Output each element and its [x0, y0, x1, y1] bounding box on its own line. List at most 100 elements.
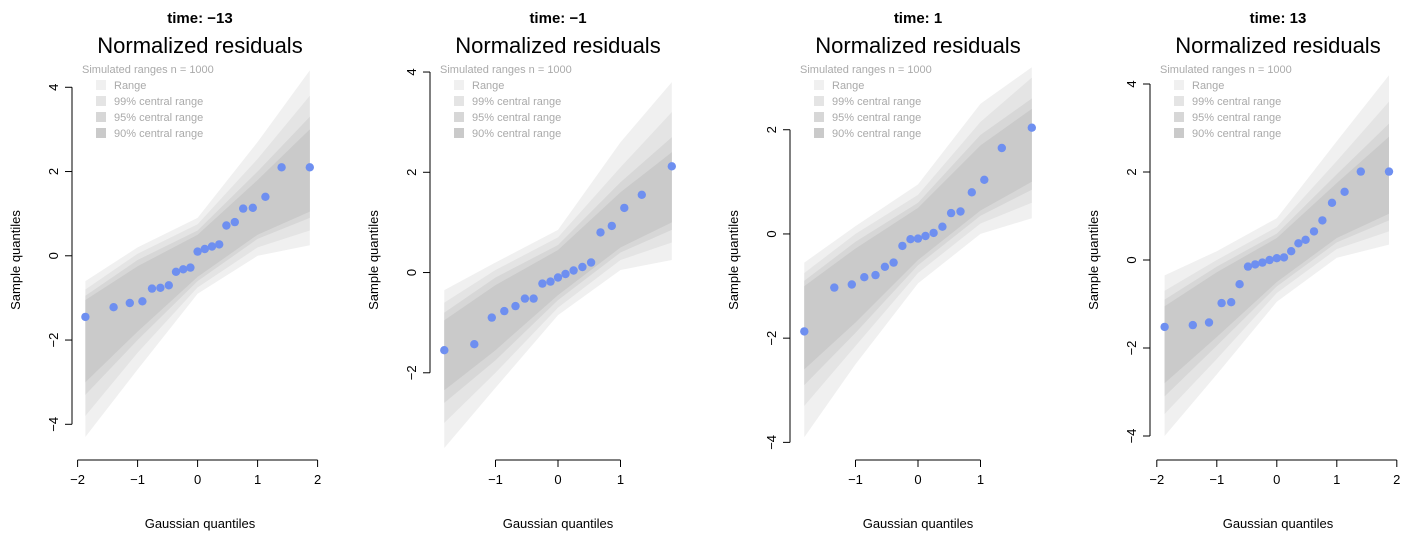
panel-1-data-point: [81, 312, 90, 322]
panel-4-data-point: [1251, 260, 1260, 269]
panel-2-data-point: [637, 190, 646, 199]
panel-3-plot-title: Normalized residuals: [815, 33, 1020, 58]
panel-1: −2 −1 0 1 2 −4 −2 0 2 4 Simulated ranges n = 1000…: [8, 10, 321, 531]
panel-1-data-point: [164, 281, 173, 290]
panel-2: −1 0 1 −2 0 2 4 Simulated ranges n = 1000 Range…: [366, 10, 676, 531]
panel-4-data-point: [1384, 167, 1394, 176]
panel-3-legend-label: 95% central range: [832, 112, 921, 124]
panel-3-y-tick-label: 2: [764, 126, 779, 133]
panel-1-y-tick-label: 0: [46, 252, 61, 259]
panel-2-data-point: [553, 273, 563, 282]
panel-4-data-point: [1287, 247, 1296, 256]
panel-3-legend-swatch: [814, 128, 824, 138]
panel-2-data-point: [578, 262, 587, 272]
panel-1-plot-title: Normalized residuals: [97, 33, 302, 58]
panel-2-legend-label: Range: [472, 80, 504, 92]
panel-1-y-tick-label: 2: [46, 168, 61, 175]
panel-3-x-tick-label: 0: [914, 472, 921, 487]
panel-3-x-tick-label: −1: [848, 472, 863, 487]
panel-2-legend-header: Simulated ranges n = 1000: [440, 64, 572, 76]
panel-4-plot-title: Normalized residuals: [1175, 33, 1380, 58]
panel-4-y-tick-label: −4: [1124, 429, 1139, 444]
panel-2-legend-swatch: [454, 96, 464, 106]
panel-1-data-point: [248, 203, 257, 212]
panel-2-title: time: −1: [529, 10, 586, 27]
panel-4-data-point: [1340, 187, 1349, 196]
panel-1-data-point: [138, 297, 147, 306]
panel-4-data-point: [1318, 216, 1327, 225]
panel-2-band-central90: [444, 152, 672, 391]
panel-1-data-point: [207, 242, 217, 251]
panel-1-data-point: [200, 244, 209, 254]
panel-1-data-point: [125, 298, 134, 308]
panel-4-legend-header: Simulated ranges n = 1000: [1160, 64, 1292, 76]
panel-2-y-tick-label: 2: [404, 169, 419, 176]
panel-4-x-tick-label: −1: [1209, 472, 1224, 487]
panel-2-legend-label: 99% central range: [472, 96, 561, 108]
panel-2-y-tick-label: 4: [404, 68, 419, 75]
panel-1-data-point: [239, 204, 248, 213]
panel-2-legend-label: 90% central range: [472, 128, 561, 140]
panel-1-x-tick-label: −2: [70, 472, 85, 487]
panel-4-data-point: [1265, 255, 1274, 265]
panel-3-data-point: [967, 188, 976, 197]
panel-4-legend-label: Range: [1192, 80, 1224, 92]
panel-4-data-point: [1279, 253, 1289, 262]
panel-3-data-point: [1027, 123, 1037, 132]
panel-1-legend-label: 90% central range: [114, 128, 203, 140]
panel-3-data-point: [929, 228, 938, 238]
panel-4-title: time: 13: [1250, 10, 1307, 27]
panel-2-data-point: [596, 228, 605, 237]
panel-4-legend-swatch: [1174, 128, 1184, 138]
panel-2-legend-label: 95% central range: [472, 112, 561, 124]
panel-4-y-axis-label: Sample quantiles: [1086, 210, 1101, 310]
panel-2-data-point: [620, 203, 629, 213]
panel-3-data-point: [880, 262, 890, 271]
panel-3-legend-label: 90% central range: [832, 128, 921, 140]
panel-1-legend-label: Range: [114, 80, 146, 92]
panel-3-data-point: [847, 280, 856, 289]
panel-4-x-axis-label: Gaussian quantiles: [1223, 516, 1334, 531]
panel-1-data-point: [261, 192, 270, 201]
panel-4-data-point: [1356, 167, 1366, 176]
panel-2-data-point: [470, 340, 479, 349]
panel-1-data-point: [215, 240, 224, 249]
panel-2-data-point: [569, 266, 578, 275]
panel-1-legend-swatch: [96, 112, 106, 122]
panel-1-x-tick-label: −1: [130, 472, 145, 487]
panel-2-data-point: [520, 294, 530, 303]
panel-3: −1 0 1 −4 −2 0 2 Simulated ranges n = 1000 Rang…: [726, 10, 1037, 531]
panel-4-data-point: [1160, 322, 1169, 332]
panel-1-data-point: [147, 284, 157, 293]
panel-2-data-point: [546, 277, 555, 286]
panel-4-legend-swatch: [1174, 112, 1184, 122]
panel-4-x-tick-label: 1: [1333, 472, 1340, 487]
panel-3-y-tick-label: −4: [764, 435, 779, 450]
panel-4-y-tick-label: −2: [1124, 341, 1139, 356]
panel-4-legend-swatch: [1174, 80, 1184, 90]
panel-1-legend-swatch: [96, 80, 106, 90]
panel-4-data-point: [1309, 227, 1319, 236]
panel-1-data-point: [193, 247, 202, 256]
panel-1-x-axis-label: Gaussian quantiles: [145, 516, 256, 531]
panel-1-legend-header: Simulated ranges n = 1000: [82, 64, 214, 76]
panel-1-x-tick-label: 1: [254, 472, 261, 487]
panel-3-data-point: [889, 258, 898, 267]
panel-4-data-point: [1294, 239, 1303, 248]
panel-4-data-point: [1235, 280, 1244, 289]
panel-2-x-tick-label: −1: [488, 472, 503, 487]
panel-2-y-tick-label: −2: [404, 365, 419, 380]
panel-3-data-point: [830, 283, 839, 292]
panel-2-x-tick-label: 0: [554, 472, 561, 487]
panel-3-data-point: [860, 273, 869, 282]
panel-4-legend-label: 99% central range: [1192, 96, 1281, 108]
panel-2-x-tick-label: 1: [617, 472, 624, 487]
panel-1-data-point: [305, 163, 314, 172]
panel-3-x-axis-label: Gaussian quantiles: [863, 516, 974, 531]
panel-4-data-point: [1258, 258, 1267, 267]
panel-3-x-tick-label: 1: [977, 472, 984, 487]
panel-4-legend-swatch: [1174, 96, 1184, 106]
panel-4-legend-label: 90% central range: [1192, 128, 1281, 140]
panel-3-data-point: [997, 143, 1006, 153]
